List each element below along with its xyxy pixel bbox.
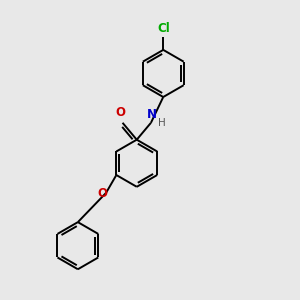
Text: N: N bbox=[146, 108, 157, 121]
Text: O: O bbox=[98, 187, 107, 200]
Text: Cl: Cl bbox=[157, 22, 169, 35]
Text: H: H bbox=[158, 118, 166, 128]
Text: O: O bbox=[115, 106, 125, 119]
